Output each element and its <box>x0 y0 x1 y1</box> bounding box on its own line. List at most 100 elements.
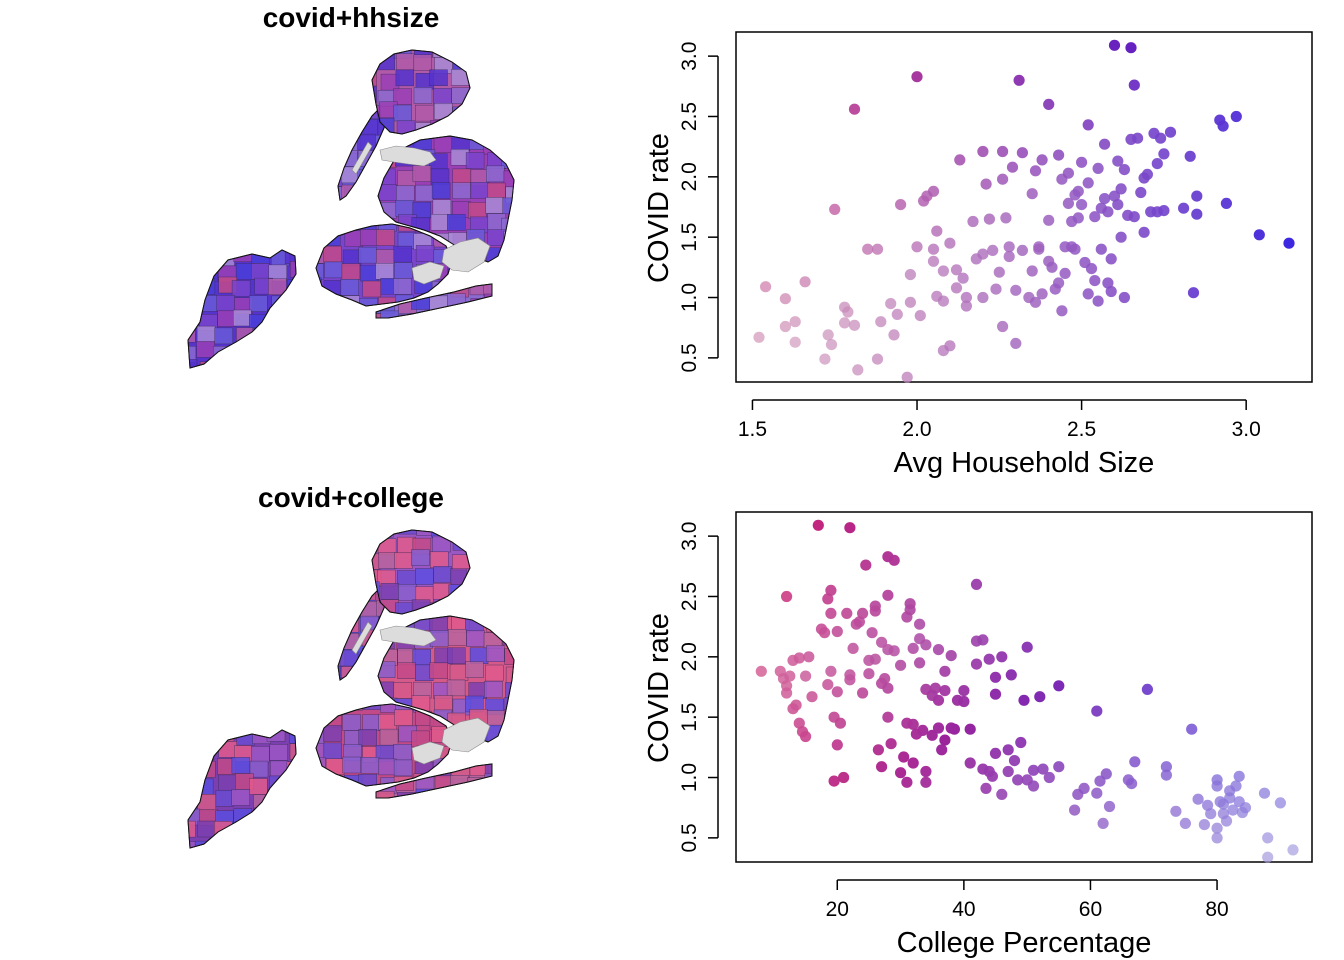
zipcode-area <box>234 581 252 597</box>
zipcode-area <box>484 121 502 137</box>
zipcode-area <box>504 518 522 534</box>
zipcode-area <box>234 121 252 137</box>
zipcode-area <box>502 38 520 54</box>
zipcode-area <box>377 363 395 379</box>
zipcode-area <box>252 522 270 538</box>
zipcode-area <box>196 536 214 552</box>
zipcode-area <box>484 773 492 791</box>
zipcode-area <box>360 229 379 246</box>
zipcode-area <box>309 570 327 586</box>
zipcode-area <box>396 858 414 874</box>
zipcode-area <box>285 680 303 696</box>
zipcode-area <box>214 613 232 629</box>
zipcode-area <box>485 840 503 856</box>
zipcode-area <box>358 376 376 392</box>
zipcode-area <box>180 137 198 153</box>
zipcode-area <box>431 530 450 538</box>
zipcode-area <box>199 633 217 649</box>
zipcode-area <box>198 166 216 182</box>
zipcode-area <box>179 90 197 106</box>
zipcode-area <box>452 53 470 71</box>
zipcode-area <box>232 342 250 358</box>
zipcode-area <box>503 231 514 248</box>
zipcode-area <box>254 533 272 549</box>
zipcode-area <box>271 697 289 713</box>
zipcode-area <box>179 535 197 551</box>
zipcode-area <box>503 571 521 587</box>
zipcode-area <box>451 841 469 857</box>
zipcode-area <box>218 535 236 551</box>
zipcode-area <box>287 74 305 90</box>
zipcode-area <box>198 679 216 695</box>
zipcode-area <box>306 214 324 230</box>
zipcode-area <box>486 645 505 662</box>
zipcode-area <box>361 362 379 378</box>
zipcode-area <box>378 39 396 55</box>
zipcode-area <box>199 521 217 537</box>
zipcode-area <box>291 202 309 218</box>
zipcode-area <box>218 663 236 679</box>
zipcode-area <box>216 199 234 215</box>
zipcode-area <box>325 345 343 361</box>
zipcode-area <box>255 536 273 552</box>
zipcode-area <box>305 168 323 184</box>
zipcode-area <box>325 155 343 171</box>
zipcode-area <box>467 357 485 373</box>
zipcode-area <box>250 665 268 681</box>
zipcode-area <box>448 842 466 858</box>
zipcode-area <box>182 746 200 762</box>
zipcode-area <box>502 123 520 139</box>
zipcode-area <box>340 569 358 585</box>
zipcode-area <box>218 741 237 758</box>
zipcode-area <box>268 710 286 726</box>
zipcode-area <box>326 360 344 376</box>
zipcode-area <box>323 602 341 618</box>
zipcode-area <box>447 293 466 310</box>
zipcode-area <box>487 376 505 392</box>
zipcode-area <box>231 184 249 200</box>
zipcode-area <box>251 650 269 666</box>
zipcode-area <box>287 710 305 726</box>
zipcode-area <box>197 186 215 202</box>
zipcode-area <box>233 842 251 858</box>
zipcode-area <box>177 231 195 247</box>
zipcode-area <box>322 171 340 187</box>
zipcode-area <box>326 587 344 603</box>
zipcode-area <box>432 535 451 553</box>
zipcode-area <box>197 601 215 617</box>
zipcode-area <box>233 694 251 710</box>
zipcode-area <box>286 680 304 696</box>
zipcode-area <box>179 726 197 742</box>
zipcode-area <box>449 793 467 809</box>
zipcode-area <box>339 118 357 134</box>
zipcode-area <box>326 38 344 54</box>
zipcode-area <box>341 329 359 345</box>
zipcode-area <box>215 568 233 584</box>
zipcode-area <box>360 202 378 218</box>
zipcode-area <box>486 327 504 343</box>
zipcode-area <box>307 617 325 633</box>
zipcode-area <box>450 38 468 54</box>
zipcode-area <box>218 633 236 649</box>
zipcode-area <box>502 296 520 312</box>
zipcode-area <box>181 778 199 794</box>
zipcode-area <box>433 88 452 105</box>
zipcode-area <box>181 552 199 568</box>
zipcode-area <box>468 570 486 586</box>
zipcode-area <box>397 807 415 823</box>
zipcode-area <box>341 518 359 534</box>
zipcode-area <box>253 614 271 630</box>
zipcode-area <box>251 138 269 154</box>
zipcode-area <box>305 217 323 233</box>
zipcode-area <box>487 601 505 617</box>
zipcode-area <box>323 201 341 217</box>
zipcode-area <box>249 53 267 69</box>
zipcode-area <box>252 664 270 680</box>
zipcode-area <box>324 696 342 712</box>
zipcode-area <box>291 854 309 870</box>
zipcode-area <box>178 168 196 184</box>
zipcode-area <box>288 614 306 630</box>
zipcode-area <box>308 54 326 70</box>
zipcode-area <box>289 549 307 565</box>
zipcode-area <box>359 374 377 390</box>
